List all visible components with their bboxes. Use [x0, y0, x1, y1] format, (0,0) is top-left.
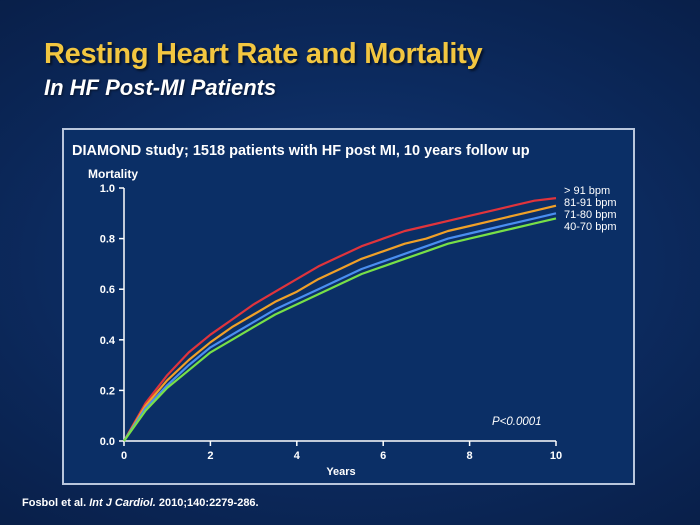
x-tick-label: 10	[550, 450, 562, 462]
citation: Fosbol et al. Int J Cardiol. 2010;140:22…	[22, 497, 259, 509]
x-tick-label: 8	[467, 450, 473, 462]
series-line	[124, 206, 556, 441]
series-lines	[124, 198, 556, 441]
citation-authors: Fosbol et al.	[22, 497, 89, 509]
legend-entry: 71-80 bpm	[564, 209, 617, 221]
legend-entry: > 91 bpm	[564, 185, 610, 197]
y-axis-label: Mortality	[88, 167, 138, 181]
citation-details: 2010;140:2279-286.	[156, 497, 259, 509]
x-tick-label: 6	[380, 450, 386, 462]
slide-title: Resting Heart Rate and Mortality	[44, 38, 482, 71]
y-tick-label: 1.0	[100, 183, 115, 195]
series-line	[124, 213, 556, 441]
y-tick-label: 0.8	[100, 234, 115, 246]
y-tick-label: 0.2	[100, 385, 115, 397]
p-value-annotation: P<0.0001	[492, 416, 542, 428]
x-axis-label: Years	[326, 466, 355, 478]
chart-panel: DIAMOND study; 1518 patients with HF pos…	[62, 128, 635, 485]
y-tick-label: 0.0	[100, 436, 115, 448]
legend-entry: 40-70 bpm	[564, 221, 617, 233]
x-tick-label: 0	[121, 450, 127, 462]
mortality-chart: DIAMOND study; 1518 patients with HF pos…	[64, 130, 633, 483]
y-tick-label: 0.4	[100, 335, 116, 347]
series-line	[124, 218, 556, 441]
y-tick-label: 0.6	[100, 284, 115, 296]
chart-title: DIAMOND study; 1518 patients with HF pos…	[72, 143, 530, 159]
citation-journal: Int J Cardiol.	[89, 497, 156, 509]
x-tick-label: 2	[207, 450, 213, 462]
slide-subtitle: In HF Post-MI Patients	[44, 75, 276, 101]
legend-entry: 81-91 bpm	[564, 197, 617, 209]
x-tick-label: 4	[294, 450, 301, 462]
